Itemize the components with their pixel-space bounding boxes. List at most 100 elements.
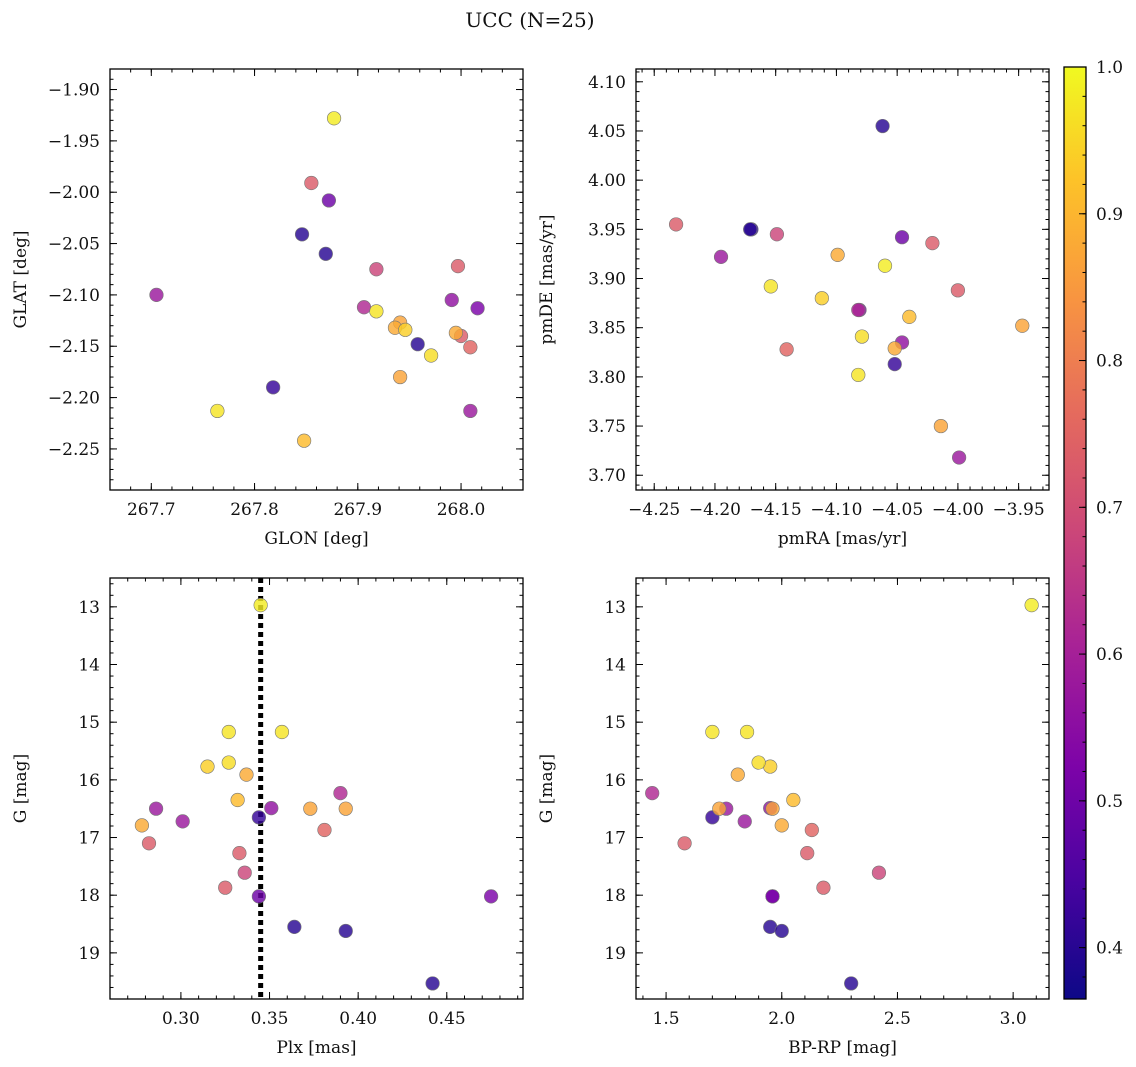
x-tick-label: −4.10 — [810, 500, 862, 520]
scatter-point — [933, 418, 948, 434]
x-tick-label: 0.40 — [339, 1009, 377, 1029]
y-tick-label: 13 — [604, 598, 626, 618]
y-tick-label: 4.00 — [588, 171, 626, 191]
scatter-point — [765, 889, 780, 904]
scatter-point — [304, 175, 319, 191]
y-tick-label: 15 — [78, 713, 100, 733]
colorbar-tick-label: 1.0 — [1096, 58, 1123, 78]
scatter-point — [369, 304, 384, 319]
x-tick-label: −4.05 — [871, 500, 923, 520]
y-tick-label: 18 — [604, 886, 626, 906]
x-axis-label: Plx [mas] — [276, 1038, 356, 1058]
scatter-point — [294, 227, 310, 242]
scatter-point — [779, 342, 794, 357]
scatter-point — [239, 767, 254, 782]
scatter-point — [814, 291, 829, 306]
y-tick-label: 4.10 — [588, 73, 626, 93]
y-tick-label: 3.85 — [588, 319, 626, 339]
y-tick-label: −2.10 — [48, 286, 100, 306]
y-tick-label: −1.95 — [48, 132, 100, 152]
scatter-point — [804, 822, 819, 838]
scatter-point — [743, 222, 758, 237]
y-tick-label: 17 — [604, 829, 626, 849]
y-tick-label: −2.25 — [48, 440, 100, 460]
y-tick-label: 14 — [78, 656, 100, 676]
x-tick-label: 1.5 — [653, 1009, 680, 1029]
scatter-point — [463, 403, 478, 419]
scatter-point — [317, 822, 332, 838]
scatter-point — [763, 279, 778, 294]
scatter-point — [425, 976, 440, 991]
figure-title: UCC (N=25) — [465, 8, 594, 32]
scatter-point — [765, 801, 780, 816]
scatter-point — [338, 923, 353, 939]
y-tick-label: 13 — [78, 598, 100, 618]
scatter-point — [266, 380, 281, 395]
y-tick-label: −2.00 — [48, 183, 100, 203]
x-tick-label: 3.0 — [1000, 1009, 1027, 1029]
panel-3: 0.30 0.35 0.40 0.45 13 14 15 16 17 18 19 Plx [mas] G… — [11, 577, 524, 1058]
scatter-point — [875, 118, 890, 134]
scatter-point — [816, 880, 831, 895]
scatter-point — [218, 880, 233, 895]
y-tick-label: 4.05 — [588, 122, 626, 142]
y-tick-label: 3.95 — [588, 220, 626, 240]
y-tick-label: 16 — [78, 771, 100, 791]
scatter-point — [1024, 598, 1039, 613]
scatter-point — [274, 724, 290, 740]
scatter-point — [200, 759, 215, 774]
scatter-point — [297, 433, 312, 448]
scatter-point — [221, 724, 236, 740]
x-tick-label: 2.5 — [884, 1009, 911, 1029]
scatter-point — [925, 236, 940, 251]
scatter-point — [251, 889, 266, 904]
colorbar-tick-label: 0.4 — [1096, 939, 1123, 959]
scatter-point — [645, 786, 660, 801]
x-tick-label: 0.35 — [251, 1009, 289, 1029]
y-tick-label: 19 — [604, 944, 626, 964]
scatter-point — [356, 300, 372, 315]
x-tick-label: −3.95 — [993, 500, 1045, 520]
scatter-point — [952, 450, 967, 465]
y-tick-label: −2.15 — [48, 337, 100, 357]
scatter-point — [369, 262, 384, 277]
x-tick-label: −4.20 — [689, 500, 741, 520]
y-tick-label: 3.70 — [588, 466, 626, 486]
scatter-point — [326, 111, 342, 126]
scatter-point — [854, 329, 870, 344]
panels: 267.7 267.8 267.9 268.0 −1.90 −1.95 −2.00 −2.05… — [11, 68, 1050, 1058]
scatter-point — [830, 247, 845, 263]
scatter-point — [287, 919, 302, 935]
x-tick-label: 2.0 — [768, 1009, 795, 1029]
points — [149, 111, 485, 448]
y-axis-label: G [mag] — [11, 754, 31, 823]
scatter-point — [398, 322, 413, 337]
scatter-point — [410, 337, 425, 352]
y-axis-label: GLAT [deg] — [11, 230, 31, 328]
y-tick-label: 19 — [78, 944, 100, 964]
colorbar-tick-label: 0.6 — [1096, 645, 1123, 665]
scatter-point — [730, 767, 745, 782]
points — [668, 118, 1030, 465]
axes-frame — [635, 68, 1050, 491]
x-tick-label: 267.9 — [333, 500, 382, 520]
scatter-point — [950, 283, 965, 298]
y-tick-label: 16 — [604, 771, 626, 791]
y-tick-label: −2.05 — [48, 235, 100, 255]
points — [134, 598, 499, 991]
scatter-point — [318, 246, 333, 261]
axes-frame — [109, 577, 524, 1000]
x-tick-label: −4.00 — [932, 500, 984, 520]
x-axis-label: pmRA [mas/yr] — [778, 529, 907, 549]
panel-2: −4.25 −4.20 −4.15 −4.10 −4.05 −4.00 −3.95 3.70 3… — [537, 68, 1050, 549]
scatter-point — [751, 755, 766, 770]
y-tick-label: 3.80 — [588, 368, 626, 388]
scatter-point — [774, 923, 789, 939]
scatter-point — [175, 814, 190, 829]
x-axis-label: GLON [deg] — [264, 529, 368, 549]
scatter-point — [251, 810, 266, 825]
y-axis-label: pmDE [mas/yr] — [537, 214, 557, 344]
y-tick-label: 14 — [604, 656, 626, 676]
x-tick-label: 0.30 — [162, 1009, 200, 1029]
colorbar-tick-label: 0.8 — [1096, 352, 1123, 372]
